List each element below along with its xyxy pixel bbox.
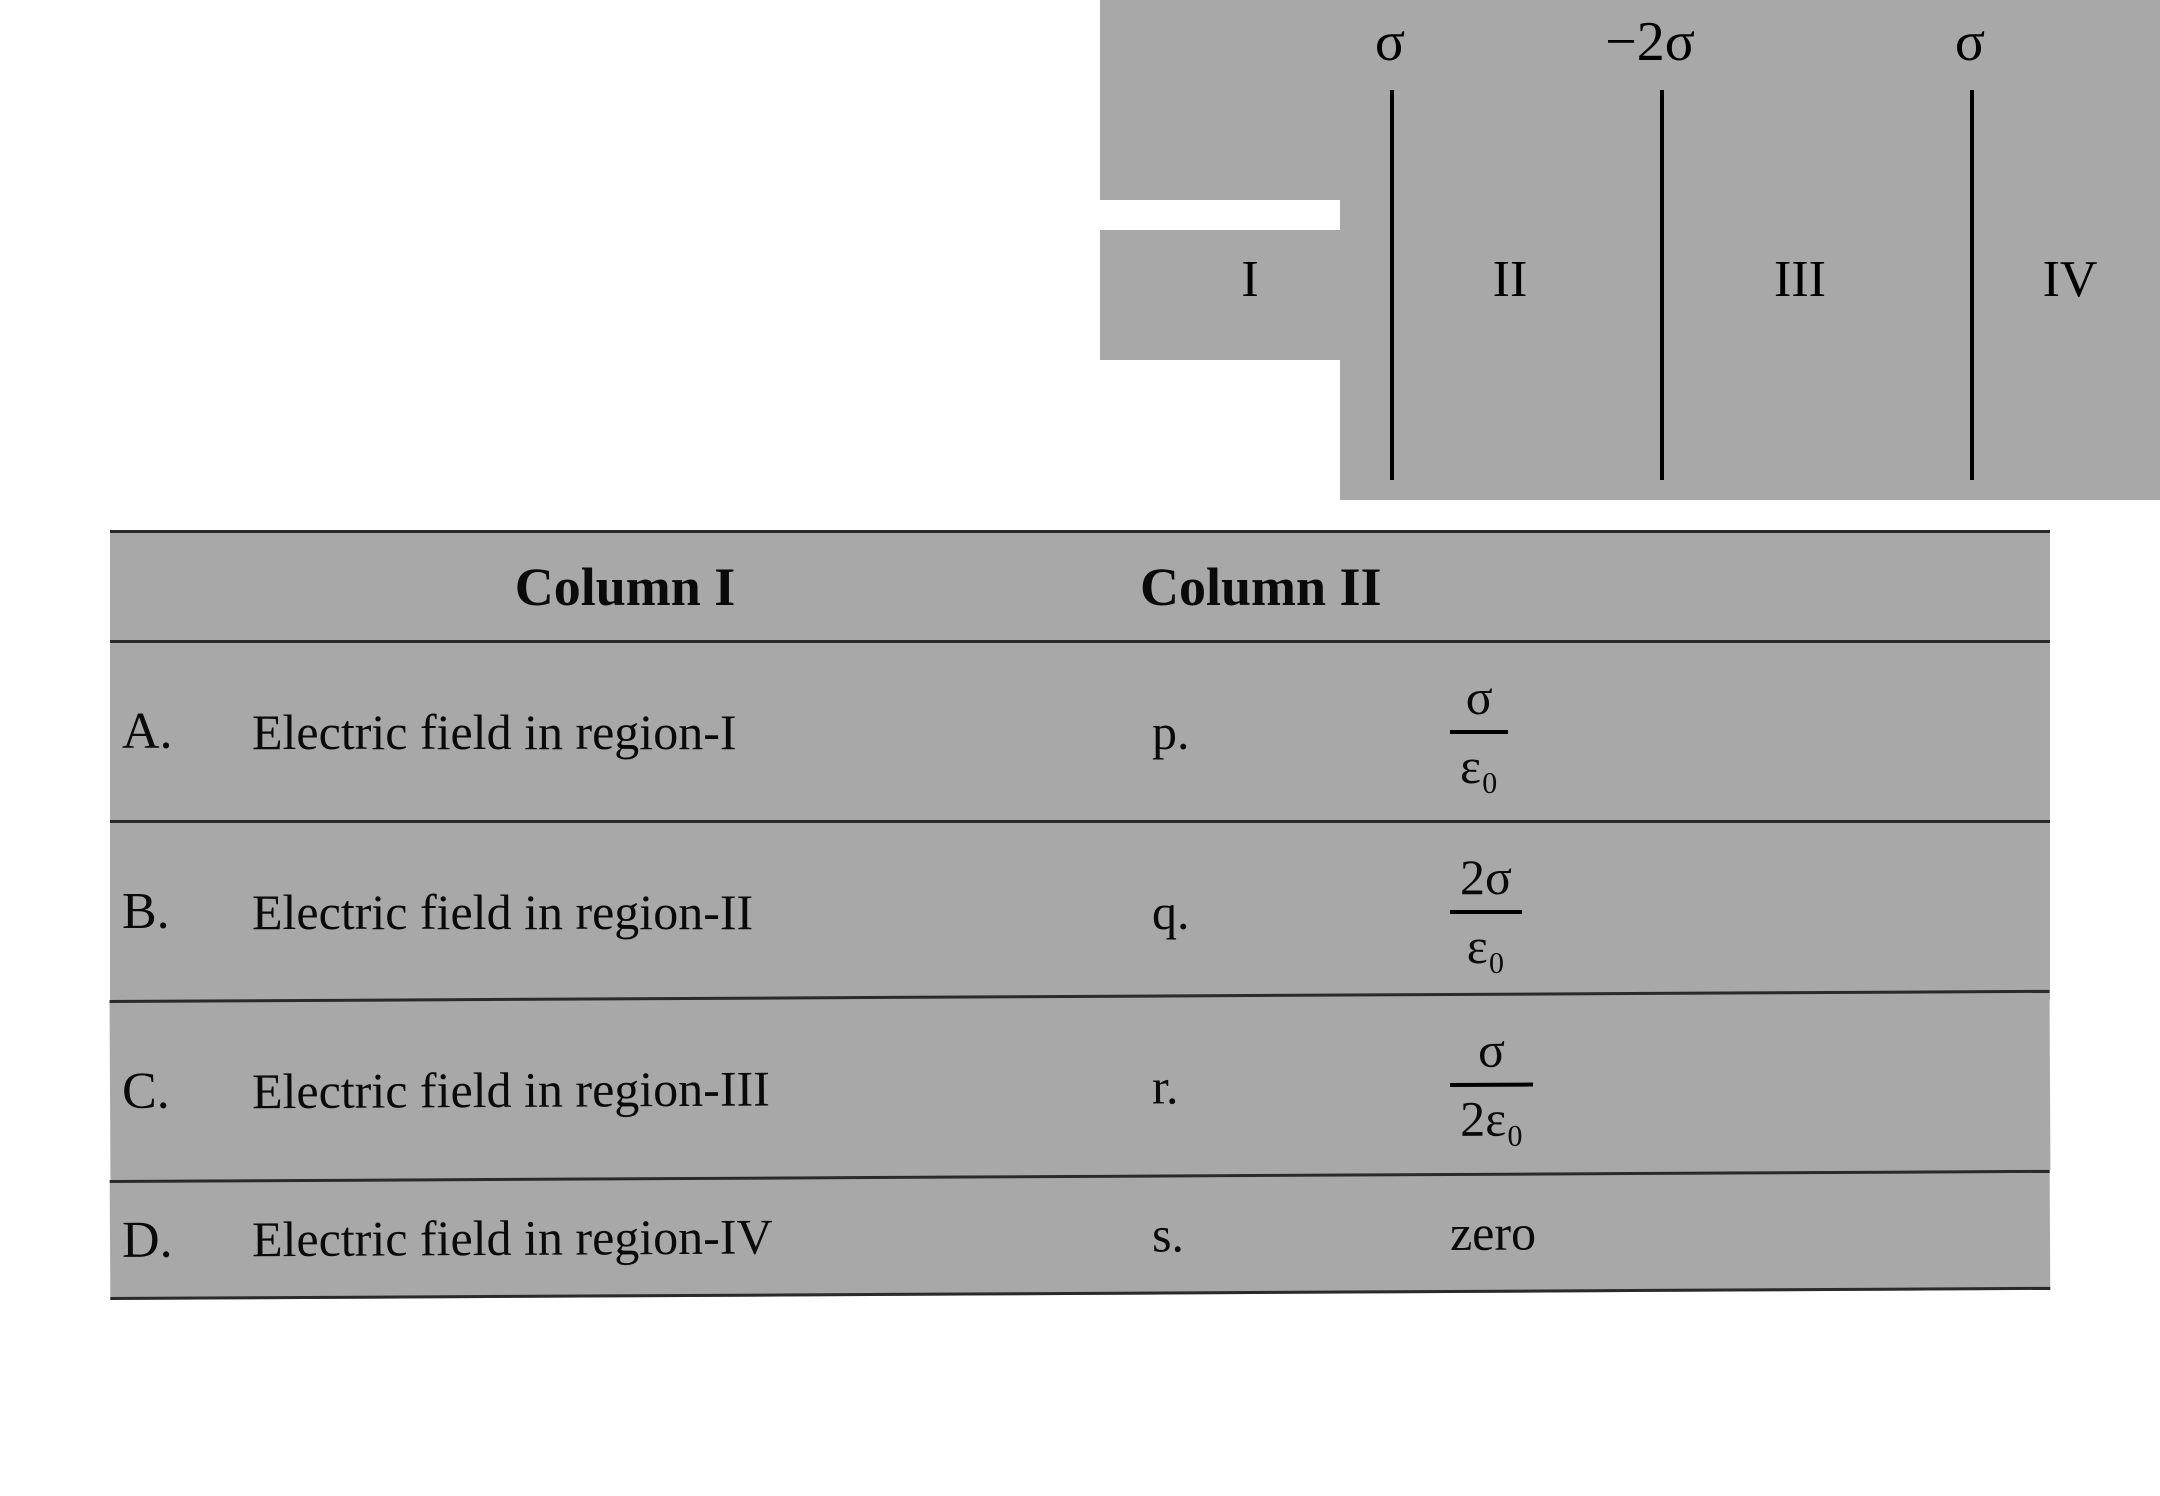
row-value: σ 2ε₀ [1270,1003,2051,1164]
sheet-1 [1390,90,1394,480]
row-letter: B. [110,864,240,959]
row-letter: D. [110,1192,240,1288]
region-label-3: III [1740,250,1860,309]
diagram-bg-block [1100,0,1340,200]
row-value: zero [1270,1183,2050,1281]
row-letter: A. [110,684,240,779]
table-row: D. Electric field in region-IV s. zero [110,1170,2051,1300]
fraction-numerator: σ [1450,1024,1534,1083]
row-desc: Electric field in region-IV [240,1188,1140,1287]
row-value: 2σ ε₀ [1270,833,2050,990]
fraction-numerator: 2σ [1450,851,1522,910]
row-desc: Electric field in region-III [240,1039,1140,1138]
match-table: Column I Column II A. Electric field in … [110,530,2050,1300]
fraction: 2σ ε₀ [1450,851,1522,972]
column-1-header: Column I [110,538,1140,636]
row-option: s. [1140,1187,1270,1282]
table-row: B. Electric field in region-II q. 2σ ε₀ [110,820,2050,1000]
row-option: p. [1140,685,1270,779]
sheets-diagram: σ −2σ σ I II III IV [1100,0,2160,520]
region-label-4: IV [2010,250,2130,309]
fraction: σ ε₀ [1450,671,1508,792]
region-label-2: II [1450,250,1570,309]
row-option: r. [1140,1038,1270,1133]
column-2-header: Column II [1140,538,2050,636]
table-header-row: Column I Column II [110,530,2050,640]
sheet-label-1: σ [1330,10,1450,74]
row-value: σ ε₀ [1270,653,2050,810]
row-desc: Electric field in region-I [240,685,1140,779]
region-label-1: I [1190,250,1310,309]
row-letter: C. [110,1043,240,1139]
row-option: q. [1140,865,1270,959]
sheet-label-3: σ [1910,10,2030,74]
table-row: C. Electric field in region-III r. σ 2ε₀ [110,990,2051,1180]
fraction-denominator: ε₀ [1450,910,1522,973]
row-desc: Electric field in region-II [240,865,1140,959]
fraction: σ 2ε₀ [1450,1024,1534,1145]
fraction-numerator: σ [1450,671,1508,730]
sheet-label-2: −2σ [1590,10,1710,74]
fraction-denominator: 2ε₀ [1450,1082,1534,1145]
table-row: A. Electric field in region-I p. σ ε₀ [110,640,2050,820]
sheet-3 [1970,90,1974,480]
fraction-denominator: ε₀ [1450,730,1508,793]
sheet-2 [1660,90,1664,480]
